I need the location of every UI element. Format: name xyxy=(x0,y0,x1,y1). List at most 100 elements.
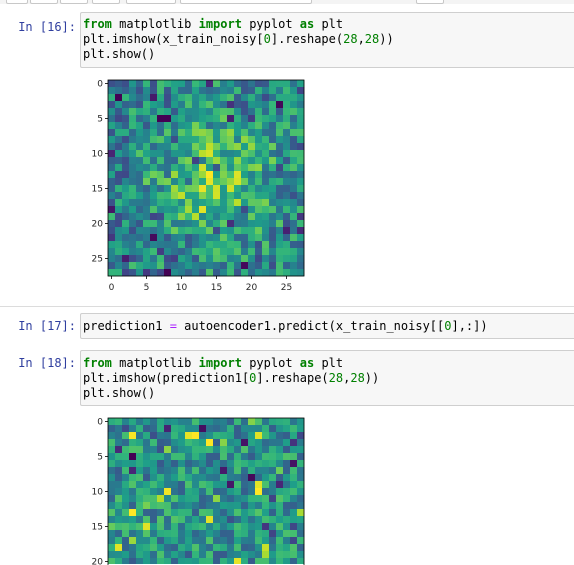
toolbar-button[interactable] xyxy=(92,0,120,4)
heatmap-cell xyxy=(248,474,256,482)
heatmap-cell xyxy=(108,164,116,172)
heatmap-cell xyxy=(213,192,221,200)
heatmap-cell xyxy=(283,418,291,426)
heatmap-cell xyxy=(150,241,158,249)
heatmap-cell xyxy=(213,488,221,496)
heatmap-cell xyxy=(227,262,235,270)
heatmap-cell xyxy=(115,129,123,137)
code-editor[interactable]: from matplotlib import pyplot as plt plt.… xyxy=(80,350,574,406)
code-token: plt.show() xyxy=(83,386,156,400)
code-text[interactable]: from matplotlib import pyplot as plt plt.… xyxy=(83,17,394,62)
heatmap-cell xyxy=(171,488,179,496)
heatmap-cell xyxy=(248,136,256,144)
heatmap-cell xyxy=(206,269,214,277)
heatmap-cell xyxy=(199,432,207,440)
heatmap-cell xyxy=(157,101,165,109)
code-text[interactable]: from matplotlib import pyplot as plt plt.… xyxy=(83,356,379,401)
heatmap-cell xyxy=(171,178,179,186)
heatmap-cell xyxy=(129,495,137,503)
heatmap-cell xyxy=(136,460,144,468)
heatmap-cell xyxy=(122,509,130,517)
heatmap-cell xyxy=(290,558,298,564)
code-editor[interactable]: prediction1 = autoencoder1.predict(x_tra… xyxy=(80,313,574,339)
toolbar-button[interactable] xyxy=(126,0,176,4)
heatmap-cell xyxy=(178,488,186,496)
heatmap-cell xyxy=(248,157,256,165)
heatmap-cell xyxy=(115,122,123,130)
heatmap-cell xyxy=(290,220,298,228)
heatmap-cell xyxy=(269,474,277,482)
heatmap-cell xyxy=(108,474,116,482)
heatmap-cell xyxy=(227,206,235,214)
heatmap-cell xyxy=(234,129,242,137)
heatmap-cell xyxy=(290,460,298,468)
heatmap-cell xyxy=(283,509,291,517)
toolbar-button[interactable] xyxy=(60,0,88,4)
heatmap-cell xyxy=(108,467,116,475)
heatmap-cell xyxy=(276,551,284,559)
heatmap-cell xyxy=(227,80,235,88)
heatmap-cell xyxy=(206,509,214,517)
heatmap-cell xyxy=(241,255,249,263)
heatmap-cell xyxy=(143,474,151,482)
toolbar-button[interactable] xyxy=(30,0,58,4)
y-tick-label: 5 xyxy=(97,115,103,125)
heatmap-cell xyxy=(241,502,249,510)
heatmap-cell xyxy=(157,425,165,433)
heatmap-cell xyxy=(171,502,179,510)
heatmap-cell xyxy=(283,164,291,172)
heatmap-cell xyxy=(297,509,305,517)
heatmap-cell xyxy=(192,192,200,200)
heatmap-cell xyxy=(248,488,256,496)
cell-type-select[interactable] xyxy=(180,0,312,4)
heatmap-cell xyxy=(262,488,270,496)
heatmap-cell xyxy=(150,234,158,242)
code-token: )) xyxy=(379,32,394,46)
heatmap-cell xyxy=(122,80,130,88)
toolbar-button[interactable] xyxy=(6,0,28,4)
heatmap-cell xyxy=(115,164,123,172)
code-editor[interactable]: from matplotlib import pyplot as plt plt.… xyxy=(80,12,574,68)
heatmap-cell xyxy=(227,495,235,503)
heatmap-cell xyxy=(136,262,144,270)
heatmap-cell xyxy=(241,516,249,524)
heatmap-cell xyxy=(115,241,123,249)
heatmap-cell xyxy=(276,425,284,433)
heatmap-cell xyxy=(108,551,116,559)
heatmap-cell xyxy=(269,129,277,137)
heatmap-cell xyxy=(297,171,305,179)
heatmap-cell xyxy=(220,453,228,461)
heatmap-cell xyxy=(136,220,144,228)
heatmap-cell xyxy=(248,418,256,426)
heatmap-cell xyxy=(227,178,235,186)
code-text[interactable]: prediction1 = autoencoder1.predict(x_tra… xyxy=(83,319,488,334)
heatmap-cell xyxy=(290,80,298,88)
heatmap-cell xyxy=(206,248,214,256)
heatmap-cell xyxy=(255,432,263,440)
heatmap-cell xyxy=(255,502,263,510)
heatmap-cell xyxy=(269,241,277,249)
heatmap-cell xyxy=(185,248,193,256)
heatmap-cell xyxy=(185,474,193,482)
heatmap-cell xyxy=(220,495,228,503)
heatmap-cell xyxy=(262,509,270,517)
heatmap-cell xyxy=(122,425,130,433)
heatmap-cell xyxy=(297,143,305,151)
heatmap-cell xyxy=(297,481,305,489)
toolbar-button[interactable] xyxy=(416,0,444,4)
heatmap-cell xyxy=(269,136,277,144)
heatmap-cell xyxy=(143,495,151,503)
heatmap-cell xyxy=(276,157,284,165)
heatmap-cell xyxy=(199,453,207,461)
heatmap-cell xyxy=(297,206,305,214)
heatmap-cell xyxy=(283,150,291,158)
heatmap-cell xyxy=(241,192,249,200)
heatmap-cell xyxy=(171,220,179,228)
heatmap-cell xyxy=(136,481,144,489)
heatmap-cell xyxy=(143,530,151,538)
heatmap-cell xyxy=(178,432,186,440)
heatmap-cell xyxy=(297,558,305,564)
heatmap-cell xyxy=(178,171,186,179)
heatmap-cell xyxy=(164,108,172,116)
plot-frame xyxy=(107,79,305,277)
